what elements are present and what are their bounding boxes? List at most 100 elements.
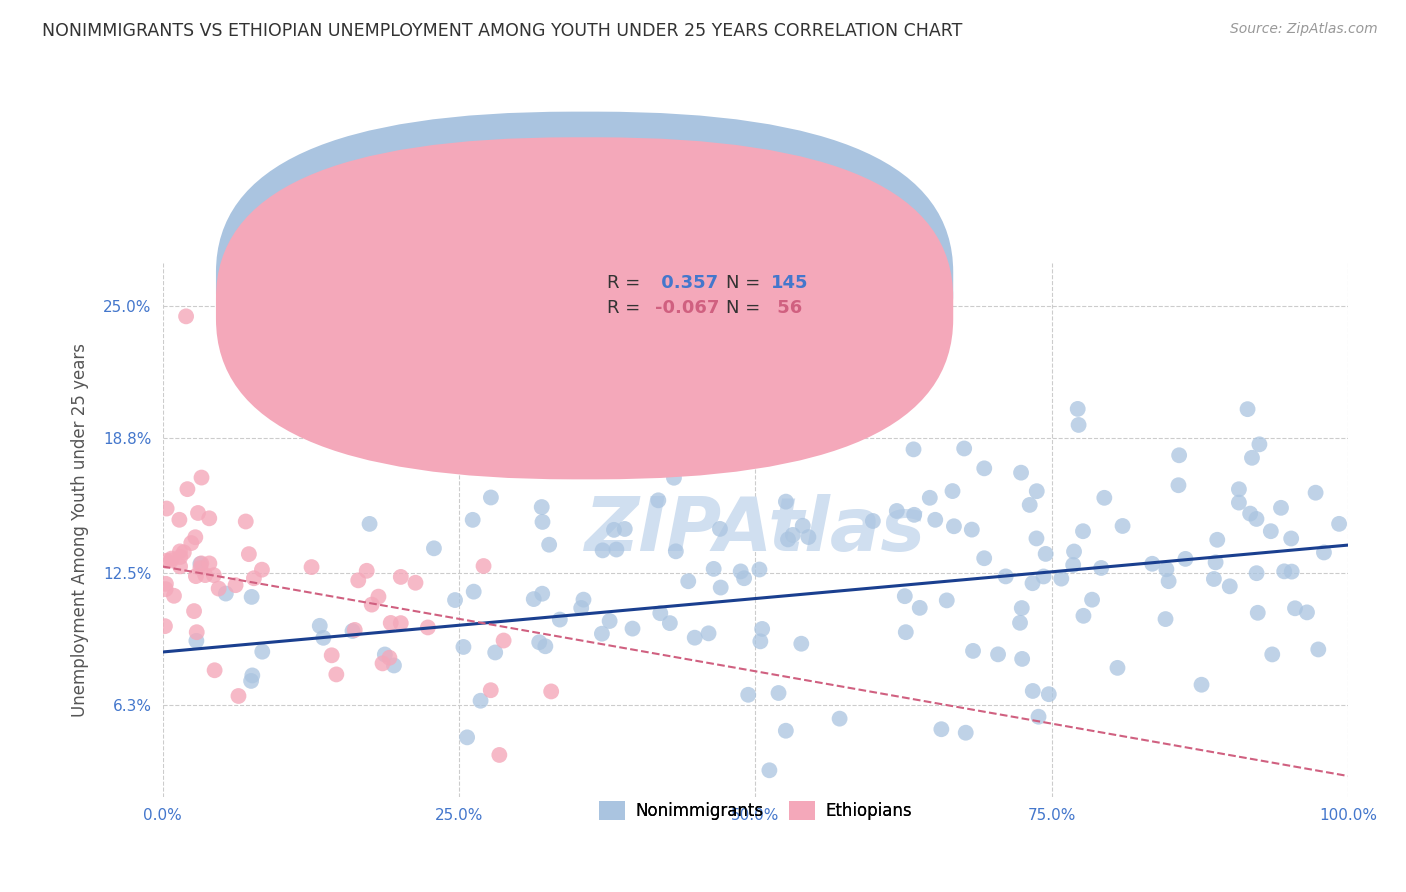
Point [1062,558,1084,572]
Point [523,592,546,607]
Point [1249,437,1271,451]
Point [1313,545,1336,559]
Point [235,515,257,529]
Point [215,586,238,600]
Point [1050,572,1073,586]
Point [204,663,226,677]
Text: NONIMMIGRANTS VS ETHIOPIAN UNEMPLOYMENT AMONG YOUTH UNDER 25 YEARS CORRELATION C: NONIMMIGRANTS VS ETHIOPIAN UNEMPLOYMENT … [42,22,963,40]
Point [492,633,515,648]
Point [1202,572,1225,586]
Point [733,571,755,585]
Point [530,500,553,514]
Point [941,484,963,499]
Point [240,590,263,604]
Point [190,557,212,571]
Point [1090,561,1112,575]
Point [169,513,191,527]
Point [1246,566,1268,581]
Text: R =: R = [607,274,647,292]
Point [931,723,953,737]
Point [1239,507,1261,521]
Point [488,747,510,762]
Point [169,559,191,574]
Point [382,658,405,673]
Point [155,577,177,591]
Point [1327,516,1350,531]
Point [308,619,330,633]
Point [405,575,427,590]
Point [160,551,183,566]
Point [228,689,250,703]
Point [1279,532,1302,546]
Point [710,581,733,595]
Point [155,582,177,596]
Point [190,470,212,484]
Point [1261,648,1284,662]
Point [470,694,492,708]
Point [378,650,401,665]
Point [173,545,195,559]
Point [942,519,965,533]
Point [894,589,917,603]
Point [1191,678,1213,692]
Point [463,584,485,599]
Point [1028,709,1050,723]
Point [190,561,212,575]
Point [225,578,247,592]
Text: 56: 56 [770,300,801,318]
Point [1240,450,1263,465]
Point [903,508,925,522]
Text: ZIPAtlas: ZIPAtlas [585,493,925,566]
Point [1270,500,1292,515]
Point [461,513,484,527]
Point [918,491,941,505]
Point [1008,615,1031,630]
Point [321,648,343,663]
Point [484,645,506,659]
Point [650,606,672,620]
Point [538,538,561,552]
Point [198,511,221,525]
Point [187,506,209,520]
FancyBboxPatch shape [217,112,953,454]
Point [973,461,995,475]
Point [194,568,217,582]
Point [924,513,946,527]
Point [703,562,725,576]
Point [1205,555,1227,569]
Point [359,516,381,531]
Point [790,637,813,651]
Point [1308,642,1330,657]
Point [1236,402,1258,417]
Point [374,648,396,662]
Point [180,536,202,550]
Point [1081,592,1104,607]
Point [380,615,402,630]
Point [1092,491,1115,505]
Point [423,541,446,556]
Point [768,686,790,700]
Point [591,626,613,640]
Point [797,530,820,544]
Point [730,565,752,579]
Point [749,634,772,648]
Point [176,482,198,496]
Point [1018,498,1040,512]
Point [479,491,502,505]
Text: R =: R = [607,300,647,318]
Point [569,601,592,615]
Point [456,731,478,745]
Point [758,764,780,778]
Point [347,574,370,588]
Point [1035,547,1057,561]
Point [163,589,186,603]
Point [367,590,389,604]
Point [1206,533,1229,547]
Point [1272,565,1295,579]
Point [208,582,231,596]
Point [360,598,382,612]
Point [737,688,759,702]
Point [240,673,263,688]
Point [599,614,621,628]
Text: 0.357: 0.357 [655,274,717,292]
